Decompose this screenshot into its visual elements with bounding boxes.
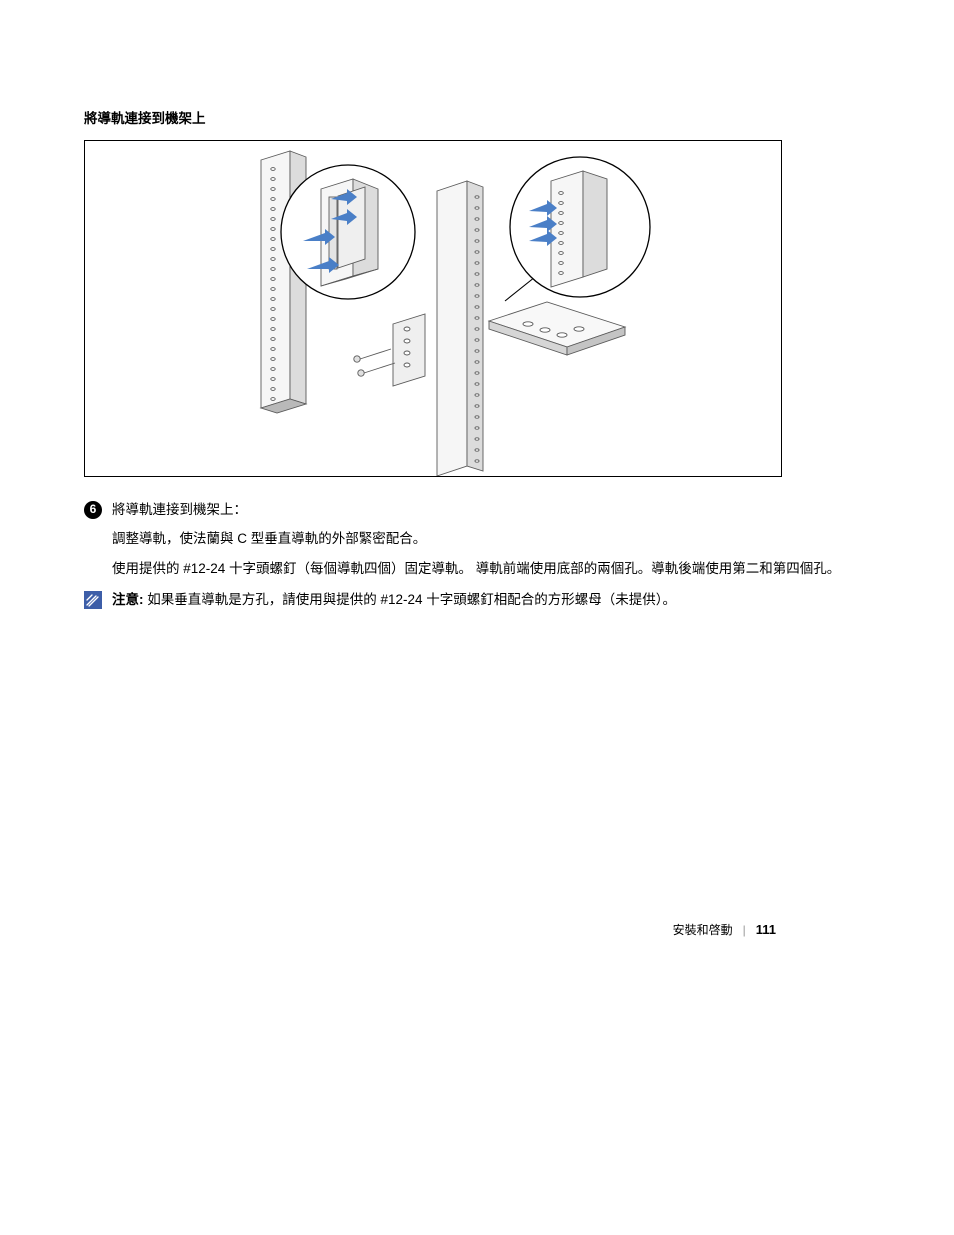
footer-divider: | xyxy=(743,921,746,940)
figure-rail-attachment xyxy=(84,140,782,477)
footer-page-number: 111 xyxy=(756,920,776,941)
note-body: 如果垂直導軌是方孔，請使用與提供的 #12-24 十字頭螺釘相配合的方形螺母（未… xyxy=(144,592,677,607)
note-row: 注意: 如果垂直導軌是方孔，請使用與提供的 #12-24 十字頭螺釘相配合的方形… xyxy=(84,589,864,611)
page-footer: 安裝和啓動 | 111 xyxy=(673,920,776,941)
note-text: 注意: 如果垂直導軌是方孔，請使用與提供的 #12-24 十字頭螺釘相配合的方形… xyxy=(112,589,676,611)
step-paragraph-1: 調整導軌，使法蘭與 C 型垂直導軌的外部緊密配合。 xyxy=(112,528,864,550)
step-lead-text: 將導軌連接到機架上： xyxy=(112,499,864,521)
note-label: 注意: xyxy=(112,592,144,607)
step-6: 6 將導軌連接到機架上： xyxy=(84,499,864,521)
step-paragraph-2: 使用提供的 #12-24 十字頭螺釘（每個導軌四個）固定導軌。 導軌前端使用底部… xyxy=(112,558,864,580)
step-number-badge: 6 xyxy=(84,501,102,519)
note-icon xyxy=(84,591,102,609)
footer-section-name: 安裝和啓動 xyxy=(673,921,733,940)
section-heading: 將導軌連接到機架上 xyxy=(84,108,864,130)
